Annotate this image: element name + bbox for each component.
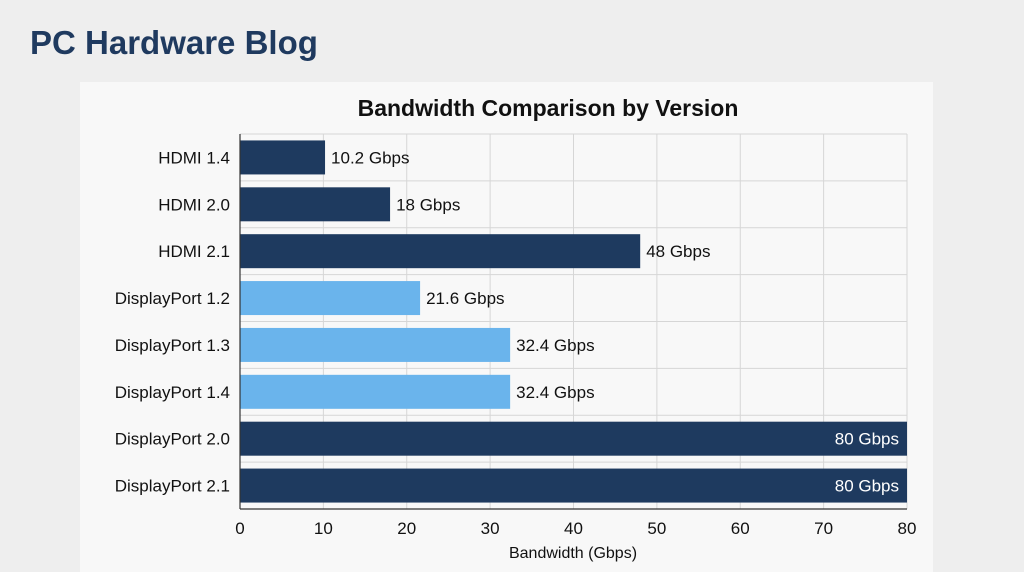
bar <box>240 421 907 456</box>
bandwidth-chart: Bandwidth Comparison by Version HDMI 1.4… <box>115 95 917 562</box>
x-tick-label: 60 <box>731 519 750 538</box>
x-axis-ticks: 0 10 20 30 40 50 60 70 80 <box>235 134 916 538</box>
bar <box>240 281 421 316</box>
bar <box>240 374 511 409</box>
bar <box>240 140 326 175</box>
bars <box>240 140 907 503</box>
chart-card: Bandwidth Comparison by Version HDMI 1.4… <box>80 82 933 572</box>
x-tick-label: 40 <box>564 519 583 538</box>
value-label: 48 Gbps <box>646 242 710 261</box>
bar <box>240 468 907 503</box>
x-axis-label: Bandwidth (Gbps) <box>509 545 637 562</box>
x-tick-label: 70 <box>814 519 833 538</box>
category-label: HDMI 2.0 <box>158 195 230 214</box>
value-label: 80 Gbps <box>835 477 899 496</box>
category-label: DisplayPort 1.3 <box>115 336 230 355</box>
x-tick-label: 50 <box>647 519 666 538</box>
x-tick-label: 30 <box>481 519 500 538</box>
category-label: DisplayPort 2.1 <box>115 477 230 496</box>
chart-title: Bandwidth Comparison by Version <box>358 95 739 121</box>
category-label: DisplayPort 2.0 <box>115 430 230 449</box>
bar <box>240 234 641 269</box>
value-label: 18 Gbps <box>396 195 460 214</box>
category-label: HDMI 1.4 <box>158 148 230 167</box>
category-labels: HDMI 1.4 HDMI 2.0 HDMI 2.1 DisplayPort 1.2 D… <box>115 148 230 495</box>
bar <box>240 327 511 362</box>
value-label: 21.6 Gbps <box>426 289 504 308</box>
category-label: HDMI 2.1 <box>158 242 230 261</box>
x-tick-label: 10 <box>314 519 333 538</box>
blog-title: PC Hardware Blog <box>30 24 318 61</box>
category-label: DisplayPort 1.4 <box>115 383 230 402</box>
bar <box>240 187 391 222</box>
category-label: DisplayPort 1.2 <box>115 289 230 308</box>
x-tick-label: 80 <box>898 519 917 538</box>
x-tick-label: 0 <box>235 519 244 538</box>
value-label: 32.4 Gbps <box>516 383 594 402</box>
value-label: 80 Gbps <box>835 430 899 449</box>
value-label: 32.4 Gbps <box>516 336 594 355</box>
value-labels: 10.2 Gbps 18 Gbps 48 Gbps 21.6 Gbps 32.4 Gbp… <box>331 148 899 495</box>
value-label: 10.2 Gbps <box>331 148 409 167</box>
x-tick-label: 20 <box>397 519 416 538</box>
